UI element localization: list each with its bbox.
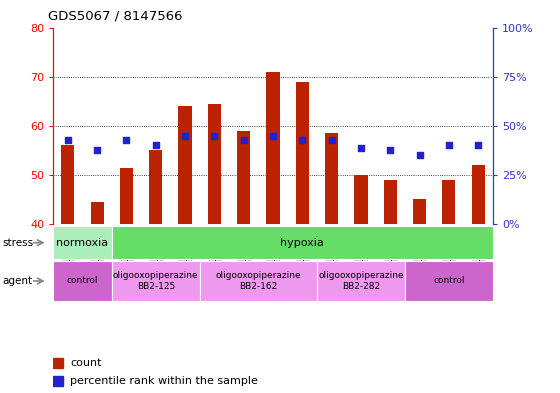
- Text: GDS5067 / 8147566: GDS5067 / 8147566: [48, 10, 182, 23]
- Point: [445, 142, 454, 149]
- Point: [298, 137, 307, 143]
- Bar: [53, 226, 112, 259]
- Text: normoxia: normoxia: [57, 238, 109, 248]
- Point: [327, 137, 336, 143]
- Text: control: control: [433, 277, 465, 285]
- Point: [415, 152, 424, 158]
- Bar: [325, 133, 338, 224]
- Point: [386, 147, 395, 153]
- Point: [122, 137, 131, 143]
- Bar: [208, 104, 221, 224]
- Point: [151, 142, 160, 149]
- Bar: [53, 376, 63, 386]
- Bar: [296, 82, 309, 224]
- Text: count: count: [70, 358, 101, 368]
- Text: hypoxia: hypoxia: [281, 238, 324, 248]
- Bar: [179, 106, 192, 224]
- Bar: [384, 180, 397, 224]
- Bar: [472, 165, 485, 224]
- Point: [269, 132, 278, 139]
- Bar: [112, 226, 493, 259]
- Point: [356, 145, 365, 151]
- Bar: [442, 180, 455, 224]
- Bar: [61, 145, 74, 224]
- Bar: [317, 261, 405, 301]
- Text: oligooxopiperazine
BB2-162: oligooxopiperazine BB2-162: [216, 271, 301, 291]
- Text: control: control: [67, 277, 98, 285]
- Bar: [53, 261, 112, 301]
- Text: stress: stress: [3, 238, 34, 248]
- Bar: [405, 261, 493, 301]
- Point: [474, 142, 483, 149]
- Bar: [354, 175, 367, 224]
- Point: [210, 132, 219, 139]
- Point: [180, 132, 189, 139]
- Point: [239, 137, 248, 143]
- Text: agent: agent: [3, 276, 33, 286]
- Bar: [91, 202, 104, 224]
- Bar: [120, 167, 133, 224]
- Point: [93, 147, 102, 153]
- Bar: [237, 130, 250, 224]
- Text: percentile rank within the sample: percentile rank within the sample: [70, 376, 258, 386]
- Bar: [413, 199, 426, 224]
- Bar: [53, 358, 63, 368]
- Bar: [267, 72, 279, 224]
- Bar: [112, 261, 200, 301]
- Text: oligooxopiperazine
BB2-282: oligooxopiperazine BB2-282: [318, 271, 404, 291]
- Point: [63, 137, 72, 143]
- Bar: [149, 150, 162, 224]
- Text: oligooxopiperazine
BB2-125: oligooxopiperazine BB2-125: [113, 271, 199, 291]
- Bar: [200, 261, 317, 301]
